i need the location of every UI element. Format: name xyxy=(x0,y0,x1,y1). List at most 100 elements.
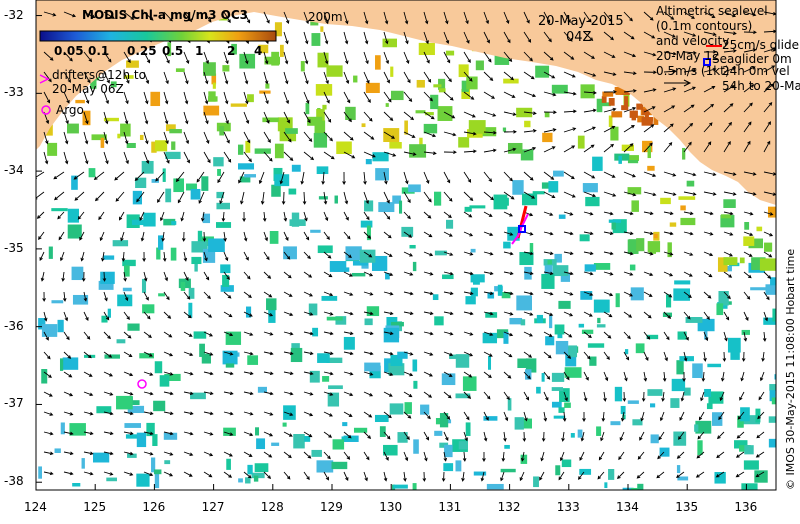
velocity-arrow xyxy=(603,211,614,216)
velocity-arrow xyxy=(163,151,170,164)
chl-pixel xyxy=(418,42,435,56)
altimetry-legend-line3: and velocity xyxy=(656,34,730,48)
velocity-arrow xyxy=(663,291,673,298)
chl-pixel xyxy=(432,294,439,301)
chl-pixel xyxy=(54,448,61,453)
chl-pixel xyxy=(520,319,526,326)
velocity-arrow xyxy=(383,391,393,397)
velocity-arrow xyxy=(363,231,372,239)
velocity-arrow xyxy=(223,351,234,356)
velocity-arrow xyxy=(183,431,194,436)
lat-tick-label: -36 xyxy=(4,318,24,333)
chl-pixel xyxy=(208,238,225,252)
velocity-arrow xyxy=(583,211,594,216)
chl-pixel xyxy=(164,460,171,465)
velocity-arrow xyxy=(423,151,437,155)
velocity-arrow xyxy=(423,291,434,296)
velocity-arrow xyxy=(323,411,333,417)
velocity-arrow xyxy=(523,191,536,199)
velocity-arrow xyxy=(103,391,114,396)
chl-pixel xyxy=(544,112,550,118)
velocity-arrow xyxy=(203,91,209,105)
chl-pixel xyxy=(568,345,578,358)
velocity-arrow xyxy=(263,411,274,416)
colorbar-tick-label: 0.05 xyxy=(54,44,84,58)
velocity-arrow xyxy=(123,131,129,145)
velocity-arrow xyxy=(203,351,214,356)
chl-pixel xyxy=(584,264,596,272)
velocity-arrow xyxy=(583,126,596,133)
chl-pixel xyxy=(487,355,492,370)
velocity-arrow xyxy=(443,251,454,256)
velocity-arrow xyxy=(163,291,170,301)
velocity-arrow xyxy=(443,31,450,45)
chl-pixel xyxy=(514,417,524,430)
velocity-arrow xyxy=(77,211,85,220)
velocity-arrow xyxy=(723,103,734,113)
chl-pixel xyxy=(116,395,133,410)
chl-pixel xyxy=(353,75,358,83)
chl-pixel xyxy=(678,196,696,200)
velocity-arrow xyxy=(643,70,657,75)
velocity-arrow xyxy=(640,411,645,422)
velocity-arrow xyxy=(43,371,52,378)
chl-pixel xyxy=(434,191,442,206)
velocity-arrow xyxy=(563,331,573,338)
seaglider-legend-label: Seaglider 0m xyxy=(712,52,792,66)
chl-pixel xyxy=(464,206,472,212)
chl-pixel xyxy=(132,190,143,205)
velocity-arrow xyxy=(363,271,374,277)
velocity-arrow xyxy=(136,191,145,203)
velocity-arrow xyxy=(743,66,756,73)
velocity-arrow xyxy=(102,271,107,282)
velocity-arrow xyxy=(623,251,634,256)
chl-pixel xyxy=(91,134,107,141)
chl-pixel xyxy=(520,149,534,161)
velocity-arrow xyxy=(223,51,229,65)
chl-pixel xyxy=(596,426,602,436)
velocity-arrow xyxy=(503,91,516,98)
colorbar-tick-label: 0.5 xyxy=(162,44,184,58)
velocity-arrow xyxy=(583,371,589,381)
velocity-arrow xyxy=(683,11,695,19)
velocity-arrow xyxy=(83,11,96,19)
chl-pixel xyxy=(473,471,487,476)
velocity-arrow xyxy=(403,351,414,356)
velocity-arrow xyxy=(463,149,477,154)
altimetry-legend-line2: (0.1m contours) xyxy=(656,19,753,33)
chl-pixel xyxy=(608,219,622,223)
chl-pixel xyxy=(110,81,117,88)
chl-pixel xyxy=(390,66,394,77)
velocity-arrow xyxy=(483,351,493,357)
velocity-arrow xyxy=(223,91,229,105)
velocity-arrow xyxy=(223,11,231,24)
velocity-arrow xyxy=(203,411,214,416)
chl-pixel xyxy=(75,99,85,104)
velocity-arrow xyxy=(163,411,174,416)
velocity-arrow xyxy=(703,11,716,18)
velocity-arrow xyxy=(302,191,307,205)
colorbar-tick-label: 2 xyxy=(227,44,236,58)
chl-pixel xyxy=(552,265,569,277)
velocity-arrow xyxy=(583,108,597,113)
chl-pixel xyxy=(697,440,703,456)
chl-pixel xyxy=(529,243,534,255)
velocity-arrow xyxy=(183,451,194,456)
velocity-arrow xyxy=(258,171,265,185)
velocity-arrow xyxy=(263,251,270,261)
velocity-arrow xyxy=(483,130,497,135)
velocity-arrow xyxy=(363,471,368,482)
velocity-arrow xyxy=(583,291,594,296)
velocity-arrow xyxy=(323,211,329,222)
velocity-arrow xyxy=(134,171,145,181)
chl-pixel xyxy=(674,280,691,285)
chl-pixel xyxy=(521,193,538,206)
velocity-arrow xyxy=(83,391,94,397)
chl-pixel xyxy=(596,98,603,113)
chl-pixel-high xyxy=(601,96,607,103)
velocity-arrow xyxy=(759,371,765,382)
chl-pixel xyxy=(283,405,296,420)
velocity-arrow xyxy=(123,11,135,20)
chl-pixel xyxy=(38,318,46,330)
velocity-arrow xyxy=(323,231,330,241)
